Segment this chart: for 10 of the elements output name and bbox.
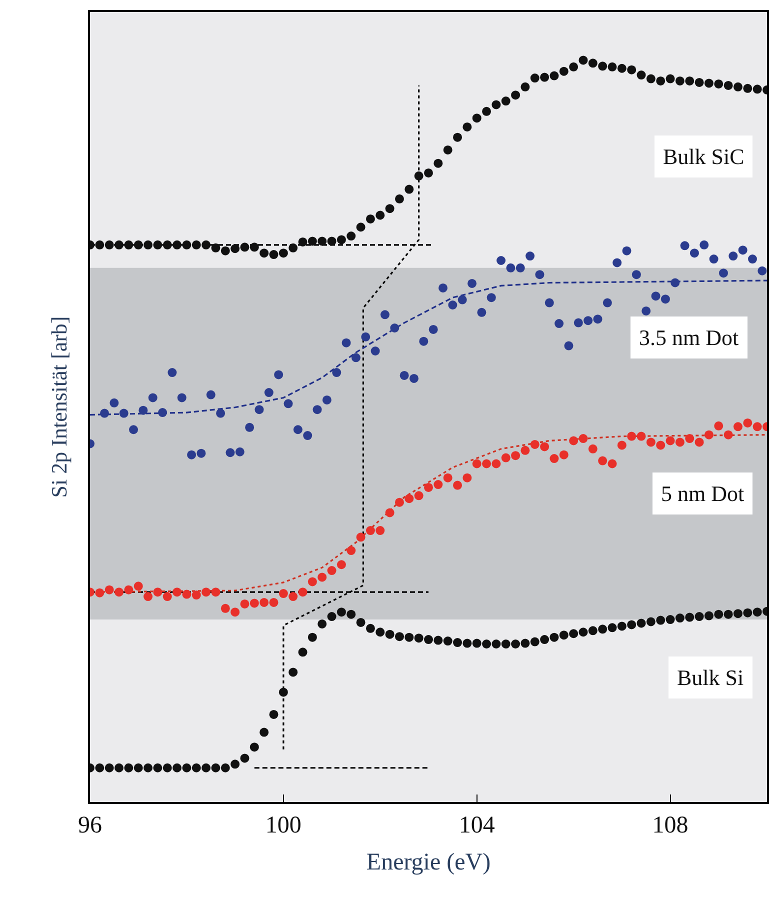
text: Bulk SiC	[663, 144, 744, 169]
x-tick-label: 100	[265, 812, 302, 839]
series-label: 5 nm Dot	[661, 481, 744, 506]
y-axis-title: Si 2p Intensität [arb]	[46, 316, 72, 498]
x-tick-label: 104	[458, 812, 495, 839]
series-label: 3.5 nm Dot	[639, 325, 739, 350]
x-tick-label: 108	[652, 812, 688, 839]
x-axis-title: Energie (eV)	[366, 849, 491, 876]
series-label: Bulk Si	[677, 665, 744, 690]
x-tick-label: 96	[78, 812, 102, 839]
